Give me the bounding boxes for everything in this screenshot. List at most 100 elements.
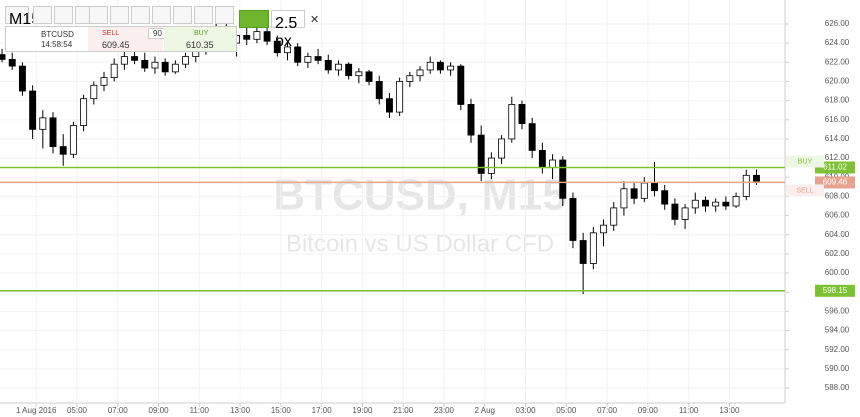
candle-body — [365, 71, 373, 82]
candle-body — [752, 174, 760, 182]
candle-body — [151, 61, 159, 69]
color-picker[interactable] — [239, 10, 269, 28]
candle-body — [375, 81, 383, 100]
y-tick-label: 604.00 — [825, 230, 850, 239]
candle-body — [0, 54, 6, 60]
close-button[interactable]: ✕ — [310, 14, 320, 26]
buy-label: BUY — [194, 30, 209, 37]
x-tick-label: 1 Aug 2016 — [16, 406, 57, 415]
candle-body — [447, 65, 455, 71]
y-tick-label: 606.00 — [825, 211, 850, 220]
candle-body — [294, 46, 302, 63]
tool-button[interactable] — [33, 6, 52, 24]
candle-body — [90, 84, 98, 100]
quote-time: 14:58:54 — [41, 40, 73, 49]
candle-body — [538, 150, 546, 169]
candle-body — [345, 63, 353, 77]
candle-body — [253, 31, 261, 40]
y-tick-label: 592.00 — [825, 345, 850, 354]
candle-body — [508, 104, 516, 140]
candle-body — [732, 196, 740, 207]
candle-body — [569, 197, 577, 241]
x-tick-label: 23:00 — [434, 406, 455, 415]
candle-body — [324, 59, 332, 71]
candle-body — [518, 104, 526, 125]
timeframe-button[interactable]: M15 — [5, 6, 40, 28]
candle-body — [559, 159, 567, 199]
candle-body — [640, 182, 648, 199]
level-label: 609.46 — [823, 178, 848, 187]
tool-button[interactable] — [194, 6, 213, 24]
x-tick-label: 19:00 — [352, 406, 373, 415]
y-tick-label: 622.00 — [825, 57, 850, 66]
candle-body — [69, 125, 77, 155]
candle-body — [661, 190, 669, 205]
tool-button[interactable] — [173, 6, 192, 24]
candle-body — [263, 31, 271, 42]
candle-body — [18, 65, 26, 92]
x-tick-label: 13:00 — [230, 406, 251, 415]
x-tick-label: 2 Aug — [475, 406, 495, 415]
candle-body — [171, 63, 179, 73]
candle-body — [314, 56, 322, 61]
y-tick-label: 614.00 — [825, 134, 850, 143]
x-tick-label: 05:00 — [556, 406, 577, 415]
tool-button[interactable] — [215, 6, 234, 24]
candle-body — [477, 134, 485, 174]
candle-body — [406, 75, 414, 82]
x-tick-label: 15:00 — [271, 406, 292, 415]
candle-body — [396, 81, 404, 113]
quote-panel: BTCUSD 14:58:54 SELL 609.45 90 BUY 610.3… — [5, 26, 237, 52]
x-tick-label: 11:00 — [679, 406, 699, 415]
candle-body — [620, 188, 628, 209]
candle-body — [110, 63, 118, 79]
buy-button[interactable]: BUY 610.35 — [164, 27, 236, 51]
candle-body — [691, 199, 699, 209]
x-tick-label: 03:00 — [516, 406, 537, 415]
x-tick-label: 09:00 — [149, 406, 170, 415]
candle-body — [671, 203, 679, 220]
line-width: 2.5 px — [275, 15, 298, 50]
tool-button[interactable] — [131, 6, 150, 24]
candle-body — [161, 61, 169, 73]
candle-body — [355, 71, 363, 77]
candle-body — [610, 207, 618, 226]
level-label-box — [815, 161, 855, 174]
candle-body — [457, 65, 465, 105]
tool-button[interactable] — [89, 6, 108, 24]
x-tick-label: 07:00 — [597, 406, 618, 415]
candle-body — [600, 224, 607, 234]
candle-body — [335, 63, 342, 71]
candle-body — [487, 157, 495, 174]
level-label-box — [815, 284, 855, 297]
y-tick-label: 602.00 — [825, 249, 850, 258]
candle-body — [243, 35, 251, 40]
candle-body — [100, 77, 108, 86]
sell-label: SELL — [102, 30, 120, 37]
y-tick-label: 588.00 — [825, 383, 850, 392]
tool-button[interactable] — [152, 6, 171, 24]
x-tick-label: 09:00 — [638, 406, 659, 415]
line-width-select[interactable]: 2.5 px — [271, 10, 305, 50]
x-tick-label: 21:00 — [393, 406, 414, 415]
x-tick-label: 17:00 — [312, 406, 333, 415]
candle-body — [416, 69, 424, 77]
tool-button[interactable] — [54, 6, 73, 24]
timeframe: M15 — [9, 11, 41, 28]
y-tick-label: 612.00 — [825, 153, 850, 162]
x-tick-label: 05:00 — [67, 406, 88, 415]
candle-body — [498, 138, 506, 159]
candle-body — [141, 59, 149, 69]
candle-body — [426, 61, 434, 71]
candle-body — [284, 46, 291, 54]
y-tick-label: 624.00 — [825, 38, 850, 47]
tool-button[interactable] — [110, 6, 129, 24]
candle-body — [39, 117, 47, 130]
candle-body — [467, 104, 475, 136]
x-tick-label: 11:00 — [190, 406, 210, 415]
y-tick-label: 618.00 — [825, 96, 850, 105]
y-tick-label: 594.00 — [825, 326, 850, 335]
level-tag-label: BUY — [798, 158, 813, 165]
